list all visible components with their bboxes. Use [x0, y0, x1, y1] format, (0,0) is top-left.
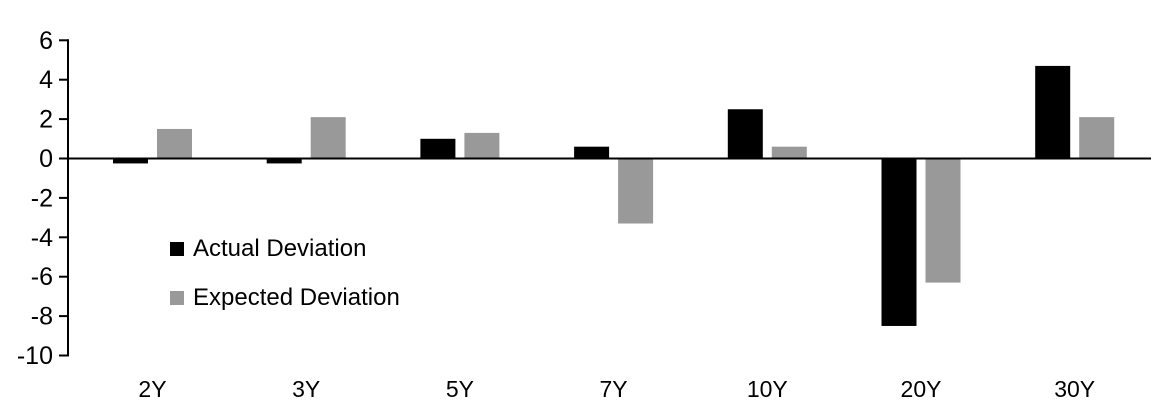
x-axis-label-2y: 2Y	[138, 376, 166, 402]
bar-expected-10y	[771, 146, 807, 159]
x-axis-label-3y: 3Y	[292, 376, 320, 402]
legend-swatch-expected-icon	[170, 291, 184, 305]
x-axis-label-5y: 5Y	[446, 376, 474, 402]
bar-actual-10y	[727, 109, 763, 159]
bar-actual-2y	[113, 158, 148, 164]
bar-actual-3y	[266, 158, 302, 164]
x-axis-label-10y: 10Y	[747, 376, 788, 402]
legend: Actual Deviation Expected Deviation	[170, 237, 400, 310]
legend-swatch-actual-icon	[170, 242, 184, 256]
y-axis-tick-label--6: -6	[31, 263, 53, 291]
bar-actual-5y	[420, 138, 456, 159]
legend-label-actual: Actual Deviation	[193, 235, 367, 262]
bar-expected-3y	[310, 117, 346, 159]
bar-actual-20y	[881, 158, 917, 326]
bar-expected-20y	[925, 158, 961, 283]
y-axis-tick-label--8: -8	[31, 303, 53, 331]
y-axis-tick-label-2: 2	[39, 106, 53, 134]
y-axis-tick-label--10: -10	[17, 342, 53, 370]
y-axis-tick-label--2: -2	[31, 184, 53, 212]
legend-item-actual: Actual Deviation	[170, 237, 400, 261]
x-axis-label-30y: 30Y	[1054, 376, 1095, 402]
legend-label-expected: Expected Deviation	[193, 284, 400, 311]
x-axis-label-20y: 20Y	[901, 376, 942, 402]
y-axis-tick-label--4: -4	[31, 224, 53, 252]
y-axis-tick-label-6: 6	[39, 27, 53, 55]
bar-expected-2y	[157, 128, 192, 159]
legend-item-expected: Expected Deviation	[170, 286, 400, 310]
y-axis-tick-label-4: 4	[39, 66, 53, 94]
bar-actual-30y	[1035, 65, 1071, 159]
bar-expected-5y	[464, 132, 500, 159]
bar-expected-7y	[618, 158, 654, 224]
x-axis-label-7y: 7Y	[600, 376, 628, 402]
bar-actual-7y	[574, 146, 610, 159]
y-axis-tick-label-0: 0	[39, 145, 53, 173]
bar-expected-30y	[1079, 117, 1115, 159]
